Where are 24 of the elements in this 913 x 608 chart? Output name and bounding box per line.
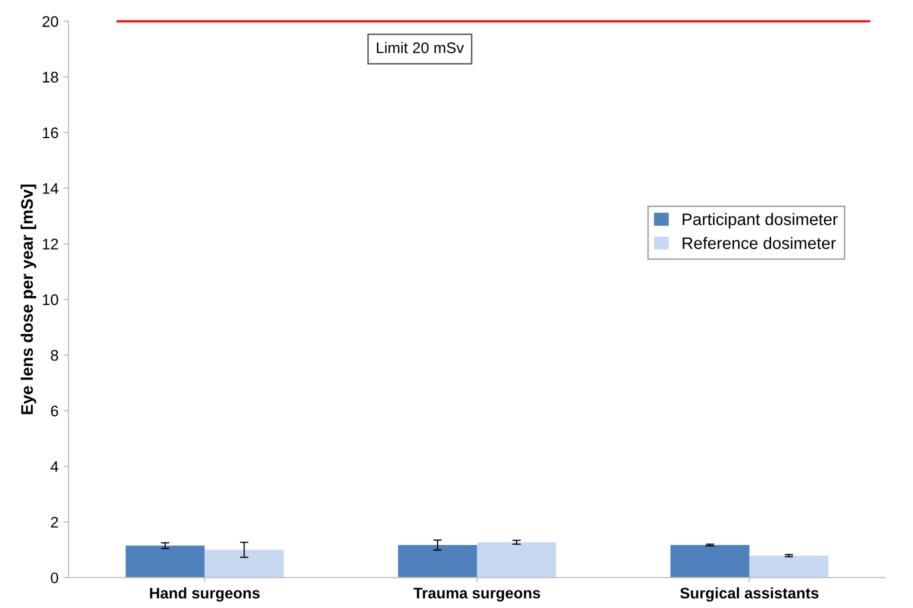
- y-tick-label: 2: [51, 516, 58, 528]
- bar: [398, 545, 478, 578]
- y-tick-label: 14: [42, 183, 58, 194]
- bar: [670, 545, 750, 578]
- y-tick-label: 0: [50, 572, 58, 584]
- bar: [204, 550, 284, 578]
- legend-label: Participant dosimeter: [682, 212, 838, 229]
- y-tick-label: 16: [42, 127, 58, 138]
- x-tick-label: Surgical assistants: [680, 587, 818, 602]
- x-tick-label: Trauma surgeons: [414, 588, 540, 602]
- y-tick-label: 12: [42, 238, 58, 250]
- ref-line-label: Limit 20 mSv: [376, 42, 464, 54]
- bar: [749, 556, 828, 578]
- y-tick-label: 4: [50, 461, 58, 472]
- y-tick-label: 6: [51, 406, 58, 416]
- bar: [477, 542, 556, 578]
- y-tick-label: 18: [42, 72, 58, 83]
- y-tick-label: 20: [42, 16, 58, 27]
- y-tick-label: 8: [50, 350, 58, 361]
- x-tick-label: Hand surgeons: [150, 587, 260, 602]
- y-axis-title: Eye lens dose per year [mSv]: [20, 184, 36, 414]
- bar: [126, 546, 205, 578]
- y-tick-label: 10: [42, 294, 58, 306]
- legend-label: Reference dosimeter: [682, 236, 836, 250]
